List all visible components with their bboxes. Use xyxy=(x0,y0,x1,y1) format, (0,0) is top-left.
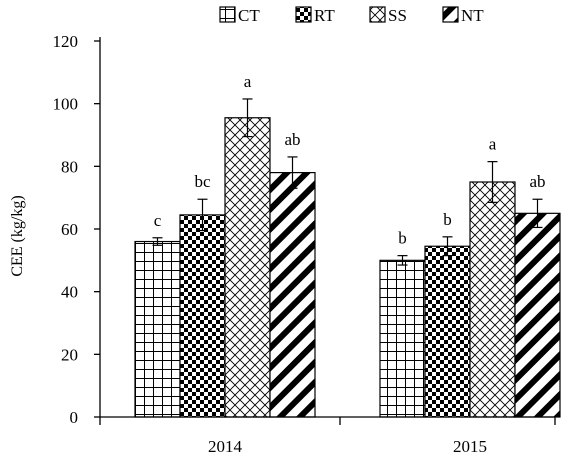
bar-ss-2015 xyxy=(469,181,516,418)
bar-nt-2014 xyxy=(269,172,316,418)
significance-label: a xyxy=(489,135,497,154)
legend-label-rt: RT xyxy=(314,6,335,25)
bar-ss-2014 xyxy=(224,117,271,418)
bar-rt-2015 xyxy=(424,245,471,418)
legend-swatch-ss xyxy=(369,6,386,23)
x-category-label: 2014 xyxy=(208,437,243,456)
significance-label: a xyxy=(244,72,252,91)
y-tick-label: 120 xyxy=(53,32,79,51)
y-tick-label: 40 xyxy=(61,283,78,302)
significance-label: b xyxy=(443,210,452,229)
significance-label: bc xyxy=(194,172,211,191)
y-tick-label: 80 xyxy=(61,157,78,176)
y-tick-label: 20 xyxy=(61,345,78,364)
legend-label-nt: NT xyxy=(461,6,484,25)
legend: CT RT SS NT xyxy=(219,6,484,25)
legend-label-ss: SS xyxy=(388,6,407,25)
bar-rt-2014 xyxy=(179,214,226,418)
legend-label-ct: CT xyxy=(238,6,260,25)
bar-nt-2015 xyxy=(514,212,561,418)
bar-ct-2014 xyxy=(134,240,181,418)
significance-label: ab xyxy=(284,130,300,149)
significance-label: c xyxy=(154,211,162,230)
y-tick-label: 0 xyxy=(70,408,79,427)
x-axis: 2014 2015 xyxy=(99,416,556,456)
significance-labels: c bc a ab b b a ab xyxy=(154,72,546,248)
significance-label: ab xyxy=(529,172,545,191)
y-tick-label: 60 xyxy=(61,220,78,239)
legend-swatch-nt xyxy=(442,6,459,23)
significance-label: b xyxy=(398,229,407,248)
error-bars xyxy=(152,98,543,266)
y-tick-label: 100 xyxy=(53,95,79,114)
y-axis-ticks: 0 20 40 60 80 100 120 xyxy=(53,32,101,427)
bars xyxy=(134,117,561,418)
bar-ct-2015 xyxy=(379,259,426,418)
legend-swatch-ct xyxy=(219,6,236,23)
x-category-label: 2015 xyxy=(453,437,487,456)
y-axis-label: CEE (kg/kg) xyxy=(9,195,26,276)
legend-swatch-rt xyxy=(295,6,312,23)
